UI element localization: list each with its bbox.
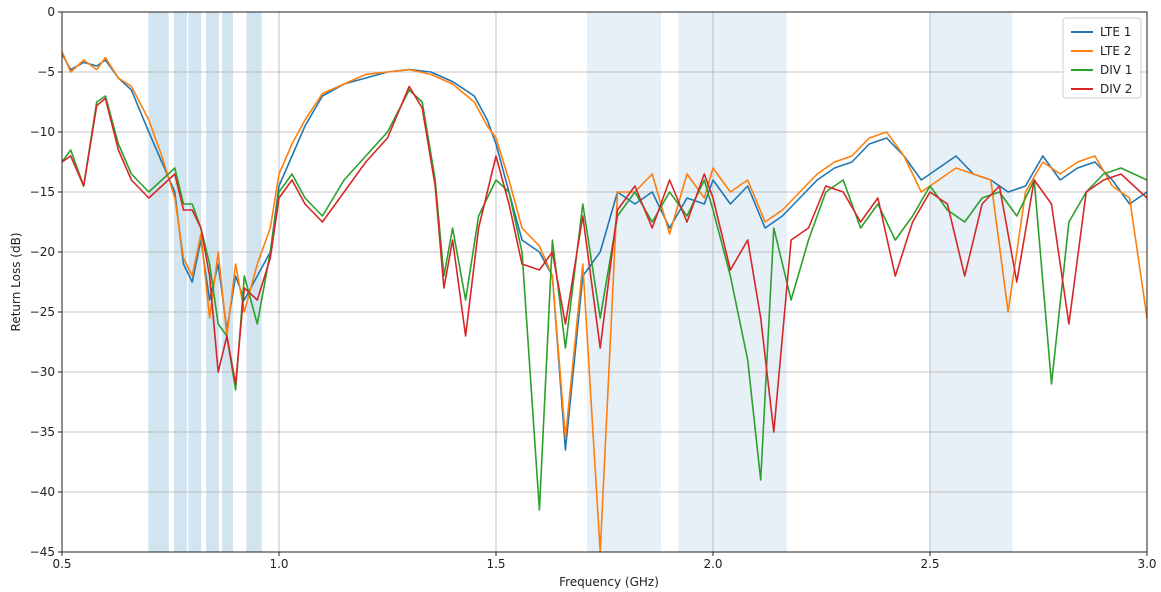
y-tick-label: −25 bbox=[30, 305, 55, 319]
band-8 bbox=[930, 12, 1013, 552]
series-line-div-2 bbox=[61, 85, 1148, 433]
y-tick-label: −40 bbox=[30, 485, 55, 499]
y-tick-label: −30 bbox=[30, 365, 55, 379]
legend-label: LTE 1 bbox=[1100, 25, 1131, 39]
band-6 bbox=[587, 12, 661, 552]
band-0 bbox=[148, 12, 169, 552]
legend-label: DIV 1 bbox=[1100, 63, 1132, 77]
x-tick-label: 2.5 bbox=[920, 557, 939, 571]
y-tick-label: −5 bbox=[37, 65, 55, 79]
plot-frame bbox=[61, 11, 1148, 553]
y-axis: 0 −5 −10 −15 −20 −25 −30 −35 −40 −45 bbox=[30, 5, 62, 559]
x-axis: 0.5 1.0 1.5 2.0 2.5 3.0 bbox=[52, 552, 1157, 571]
y-tick-label: −15 bbox=[30, 185, 55, 199]
band-2 bbox=[188, 12, 202, 552]
y-axis-label: Return Loss (dB) bbox=[9, 233, 23, 332]
x-tick-label: 1.0 bbox=[269, 557, 288, 571]
y-tick-label: −20 bbox=[30, 245, 55, 259]
x-tick-label: 0.5 bbox=[52, 557, 71, 571]
legend: LTE 1 LTE 2 DIV 1 DIV 2 bbox=[1062, 17, 1142, 99]
x-axis-label: Frequency (GHz) bbox=[559, 575, 659, 589]
x-tick-label: 2.0 bbox=[703, 557, 722, 571]
band-4 bbox=[222, 12, 233, 552]
band-7 bbox=[678, 12, 787, 552]
legend-label: DIV 2 bbox=[1100, 82, 1132, 96]
series-line-lte-1 bbox=[61, 53, 1148, 451]
series-lines bbox=[61, 51, 1148, 553]
y-tick-label: −45 bbox=[30, 545, 55, 559]
y-tick-label: −10 bbox=[30, 125, 55, 139]
y-tick-label: 0 bbox=[47, 5, 55, 19]
x-tick-label: 1.5 bbox=[486, 557, 505, 571]
x-tick-label: 3.0 bbox=[1137, 557, 1156, 571]
y-tick-label: −35 bbox=[30, 425, 55, 439]
legend-box bbox=[1062, 17, 1142, 99]
legend-label: LTE 2 bbox=[1100, 44, 1131, 58]
band-1 bbox=[173, 12, 187, 552]
